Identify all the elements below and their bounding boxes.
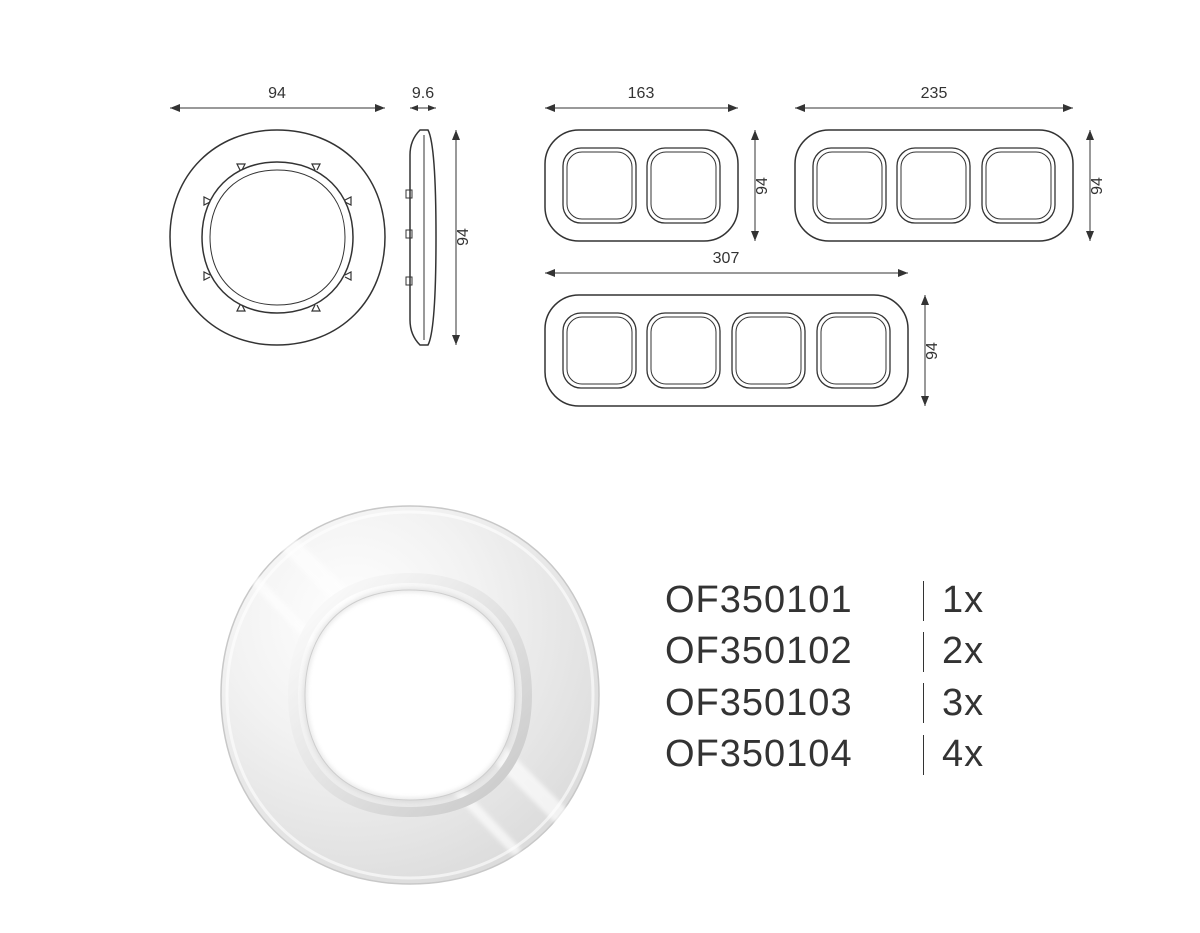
technical-diagrams: 94 9.6 (0, 0, 1200, 460)
dim-single-height: 94 (452, 130, 472, 345)
dim-quad-width-label: 307 (713, 250, 740, 267)
dim-single-thick-label: 9.6 (412, 85, 434, 102)
product-table: OF350101 1x OF350102 2x OF350103 3x OF35… (665, 575, 1002, 780)
dim-triple-height: 94 (1086, 130, 1106, 241)
table-row: OF350102 2x (665, 626, 1002, 677)
diagram-quad: 307 94 (545, 250, 941, 406)
product-qty: 3x (942, 678, 1002, 729)
separator-icon (923, 683, 924, 723)
separator-icon (923, 581, 924, 621)
product-code: OF350103 (665, 678, 905, 729)
dim-single-width: 94 (170, 85, 385, 112)
product-qty: 1x (942, 575, 1002, 626)
dim-quad-height-label: 94 (924, 342, 941, 360)
product-code: OF350101 (665, 575, 905, 626)
table-row: OF350101 1x (665, 575, 1002, 626)
table-row: OF350103 3x (665, 678, 1002, 729)
dim-triple-height-label: 94 (1089, 177, 1106, 195)
diagram-single-side: 9.6 94 (406, 85, 472, 345)
dim-double-width: 163 (545, 85, 738, 112)
dim-single-thick: 9.6 (410, 85, 436, 111)
dim-double-width-label: 163 (628, 85, 655, 102)
diagram-triple: 235 94 (795, 85, 1106, 241)
product-qty: 2x (942, 626, 1002, 677)
separator-icon (923, 735, 924, 775)
dim-single-width-label: 94 (268, 85, 286, 102)
dim-triple-width-label: 235 (921, 85, 948, 102)
table-row: OF350104 4x (665, 729, 1002, 780)
diagram-double: 163 94 (545, 85, 771, 241)
dim-single-height-label: 94 (455, 228, 472, 246)
dim-quad-height: 94 (921, 295, 941, 406)
dim-double-height: 94 (751, 130, 771, 241)
diagram-single: 94 (170, 85, 385, 345)
separator-icon (923, 632, 924, 672)
product-qty: 4x (942, 729, 1002, 780)
product-render (215, 500, 605, 890)
dim-quad-width: 307 (545, 250, 908, 277)
product-code: OF350102 (665, 626, 905, 677)
dim-double-height-label: 94 (754, 177, 771, 195)
dim-triple-width: 235 (795, 85, 1073, 112)
product-code: OF350104 (665, 729, 905, 780)
